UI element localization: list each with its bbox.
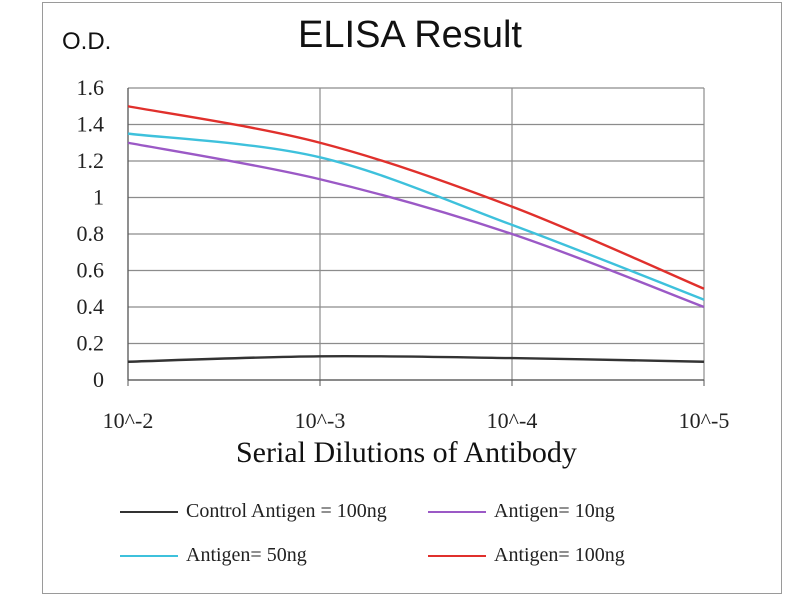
y-tick-label: 0.8 [77,221,105,246]
chart-title: ELISA Result [298,14,522,56]
legend-label: Antigen= 10ng [494,500,615,522]
x-tick-label: 10^-2 [103,408,154,433]
y-tick-label: 1 [93,185,104,210]
y-tick-label: 1.2 [77,148,105,173]
series-line-2 [127,132,705,301]
legend-label: Control Antigen = 100ng [186,500,387,522]
y-tick-label: 0.2 [77,331,105,356]
y-tick-label: 0.6 [77,258,105,283]
x-tick-label: 10^-3 [295,408,346,433]
legend-item-10ng: Antigen= 10ng [428,500,615,523]
y-axis-label: O.D. [62,28,112,55]
y-tick-label: 1.4 [77,112,105,137]
x-axis-label: Serial Dilutions of Antibody [236,436,577,469]
legend-swatch [428,554,486,557]
legend-swatch [428,510,486,513]
legend-item-50ng: Antigen= 50ng [120,544,307,567]
legend-label: Antigen= 50ng [186,544,307,566]
legend-label: Antigen= 100ng [494,544,625,566]
series-line-0 [127,354,705,363]
series-line-3 [127,105,705,290]
x-tick-label: 10^-5 [679,408,730,433]
y-tick-label: 0.4 [77,294,105,319]
y-tick-label: 1.6 [77,75,105,100]
series-line-1 [127,141,705,309]
chart-frame [42,2,782,594]
legend-swatch [120,554,178,557]
x-tick-label: 10^-4 [487,408,538,433]
y-tick-label: 0 [93,367,104,392]
legend-swatch [120,510,178,513]
legend-item-100ng: Antigen= 100ng [428,544,625,567]
legend-item-control: Control Antigen = 100ng [120,500,387,523]
